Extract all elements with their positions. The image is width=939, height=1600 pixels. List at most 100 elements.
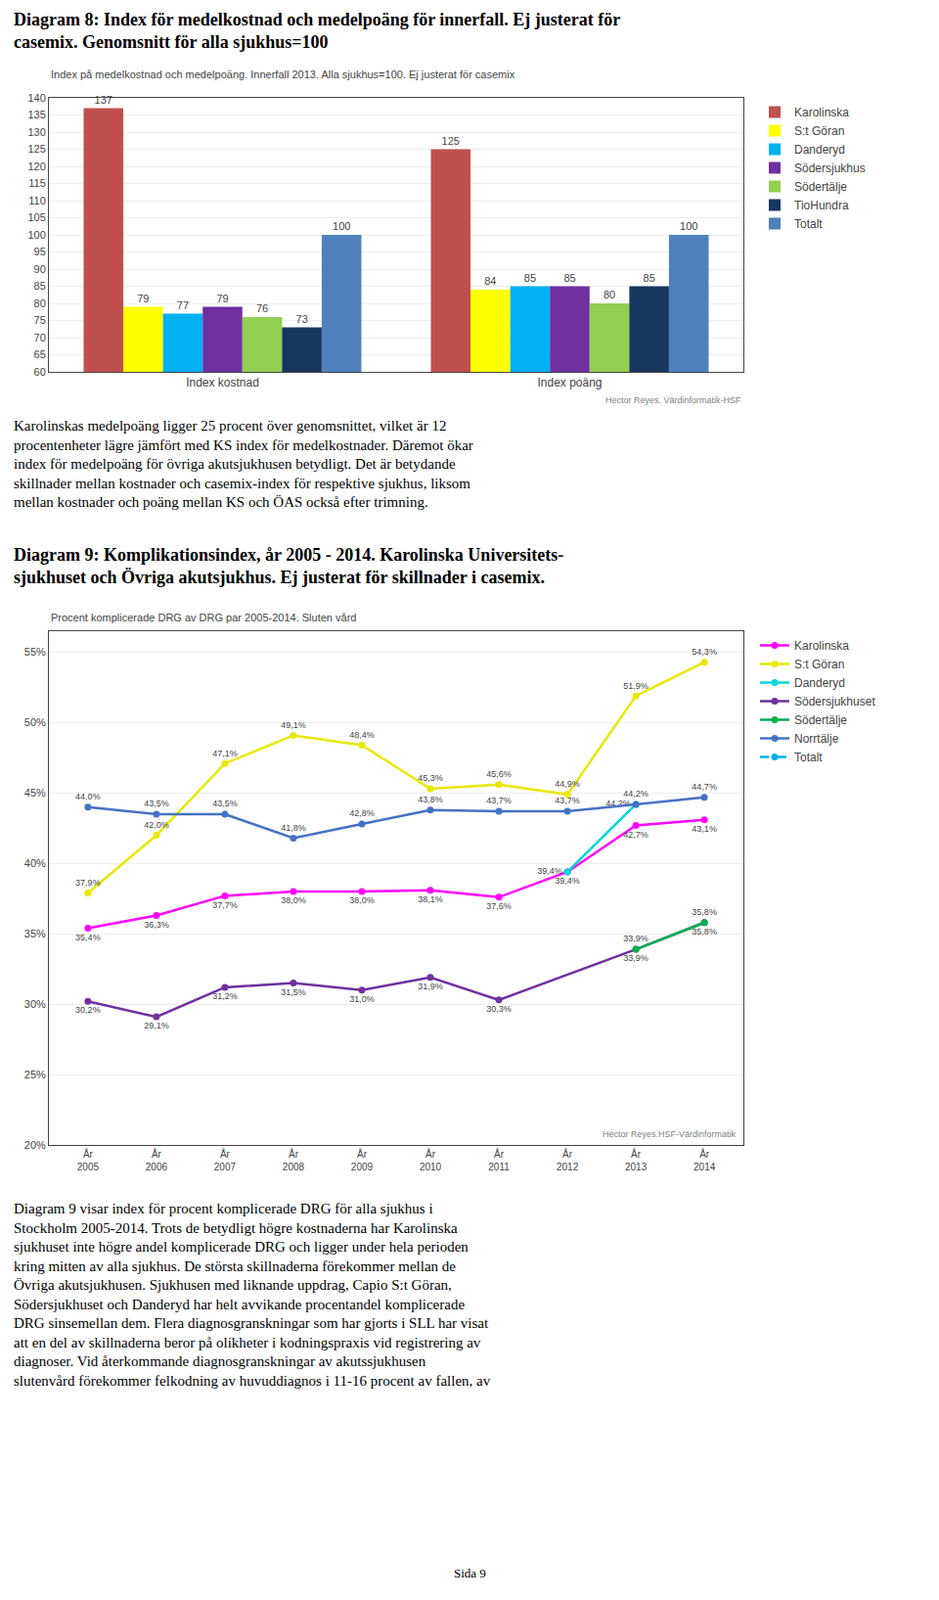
svg-text:29,1%: 29,1% bbox=[143, 1020, 170, 1030]
svg-text:100: 100 bbox=[332, 220, 351, 232]
svg-text:43,8%: 43,8% bbox=[417, 794, 444, 805]
svg-text:43,5%: 43,5% bbox=[143, 798, 170, 808]
svg-text:37,7%: 37,7% bbox=[212, 899, 238, 910]
svg-text:125: 125 bbox=[442, 134, 460, 147]
svg-text:Index poäng: Index poäng bbox=[536, 375, 602, 390]
svg-text:44,2%: 44,2% bbox=[623, 788, 649, 799]
svg-text:42,0%: 42,0% bbox=[143, 819, 170, 830]
svg-text:År2008: År2008 bbox=[282, 1147, 306, 1172]
svg-text:80: 80 bbox=[603, 288, 616, 301]
svg-text:35,8%: 35,8% bbox=[691, 926, 717, 937]
svg-text:Totalt: Totalt bbox=[794, 217, 823, 231]
svg-text:38,1%: 38,1% bbox=[417, 894, 444, 904]
svg-text:S:t Göran: S:t Göran bbox=[794, 124, 845, 138]
svg-text:31,2%: 31,2% bbox=[212, 990, 238, 1001]
svg-text:41,8%: 41,8% bbox=[280, 822, 307, 833]
svg-text:76: 76 bbox=[256, 302, 269, 314]
svg-text:År2005: År2005 bbox=[77, 1147, 100, 1172]
svg-text:44,0%: 44,0% bbox=[75, 791, 101, 802]
svg-text:73: 73 bbox=[296, 313, 309, 325]
svg-text:TioHundra: TioHundra bbox=[794, 198, 850, 213]
svg-text:47,1%: 47,1% bbox=[212, 748, 238, 759]
svg-text:36,3%: 36,3% bbox=[143, 919, 170, 930]
svg-text:45,6%: 45,6% bbox=[486, 768, 512, 779]
svg-text:65: 65 bbox=[34, 348, 46, 360]
svg-text:30,3%: 30,3% bbox=[486, 1003, 512, 1014]
svg-text:31,0%: 31,0% bbox=[349, 993, 375, 1004]
svg-text:Hector Reyes. Värdinformatik-H: Hector Reyes. Värdinformatik-HSF bbox=[605, 395, 742, 405]
svg-text:85: 85 bbox=[524, 271, 537, 284]
svg-text:43,7%: 43,7% bbox=[486, 795, 512, 805]
svg-text:Karolinska: Karolinska bbox=[794, 638, 850, 653]
svg-text:33,9%: 33,9% bbox=[623, 952, 649, 963]
svg-text:100: 100 bbox=[27, 228, 45, 241]
svg-text:Södersjukhus: Södersjukhus bbox=[794, 161, 866, 176]
svg-text:85: 85 bbox=[563, 271, 576, 284]
svg-text:48,4%: 48,4% bbox=[349, 729, 375, 740]
svg-text:50%: 50% bbox=[24, 715, 46, 728]
svg-text:60: 60 bbox=[34, 365, 46, 378]
svg-text:79: 79 bbox=[216, 292, 228, 305]
svg-text:75: 75 bbox=[34, 313, 46, 326]
svg-text:Karolinskas medelpoäng ligger: Karolinskas medelpoäng ligger 25 procent… bbox=[13, 417, 474, 510]
svg-text:43,7%: 43,7% bbox=[554, 795, 581, 805]
svg-text:51,9%: 51,9% bbox=[623, 680, 649, 691]
svg-text:44,7%: 44,7% bbox=[691, 781, 717, 792]
svg-text:70: 70 bbox=[34, 331, 46, 344]
svg-text:43,5%: 43,5% bbox=[212, 798, 238, 808]
svg-text:25%: 25% bbox=[24, 1068, 46, 1080]
svg-text:105: 105 bbox=[27, 211, 45, 224]
svg-text:Södertälje: Södertälje bbox=[794, 713, 848, 727]
svg-text:37,6%: 37,6% bbox=[486, 900, 512, 911]
svg-text:140: 140 bbox=[27, 91, 45, 104]
svg-text:37,9%: 37,9% bbox=[75, 877, 101, 888]
svg-text:Hector Reyes.HSF-Värdinformati: Hector Reyes.HSF-Värdinformatik bbox=[602, 1128, 737, 1139]
svg-text:Södersjukhuset: Södersjukhuset bbox=[794, 694, 876, 709]
svg-text:44,2%: 44,2% bbox=[605, 798, 631, 808]
svg-text:80: 80 bbox=[34, 297, 46, 310]
svg-text:20%: 20% bbox=[24, 1138, 46, 1151]
svg-text:År2009: År2009 bbox=[351, 1147, 374, 1172]
svg-text:39,4%: 39,4% bbox=[554, 875, 581, 886]
svg-text:120: 120 bbox=[27, 160, 45, 173]
svg-text:35,4%: 35,4% bbox=[75, 932, 101, 942]
svg-text:Danderyd: Danderyd bbox=[794, 675, 846, 690]
svg-text:År2012: År2012 bbox=[556, 1147, 580, 1172]
svg-text:Södertälje: Södertälje bbox=[794, 179, 848, 194]
svg-text:45%: 45% bbox=[24, 786, 46, 799]
svg-text:Diagram 8: Index för medelkost: Diagram 8: Index för medelkostnad och me… bbox=[13, 9, 621, 52]
svg-text:55%: 55% bbox=[24, 645, 46, 658]
svg-text:135: 135 bbox=[27, 108, 45, 121]
svg-text:År2014: År2014 bbox=[693, 1147, 716, 1172]
svg-text:Index på medelkostnad och mede: Index på medelkostnad och medelpoäng. In… bbox=[50, 68, 516, 81]
svg-text:Procent komplicerade DRG av DR: Procent komplicerade DRG av DRG par 2005… bbox=[50, 611, 357, 624]
svg-text:38,0%: 38,0% bbox=[280, 894, 307, 905]
svg-text:42,8%: 42,8% bbox=[349, 807, 375, 818]
svg-text:40%: 40% bbox=[24, 856, 46, 869]
svg-text:35%: 35% bbox=[24, 927, 46, 939]
svg-text:44,9%: 44,9% bbox=[554, 778, 581, 789]
svg-text:100: 100 bbox=[679, 220, 698, 232]
svg-text:38,0%: 38,0% bbox=[349, 894, 375, 905]
svg-text:Diagram 9 visar index för proc: Diagram 9 visar index för procent kompli… bbox=[13, 1200, 492, 1388]
svg-text:År2006: År2006 bbox=[145, 1147, 169, 1172]
svg-text:49,1%: 49,1% bbox=[280, 719, 307, 730]
svg-text:95: 95 bbox=[34, 245, 46, 258]
svg-text:Index kostnad: Index kostnad bbox=[185, 375, 260, 390]
svg-text:85: 85 bbox=[34, 279, 46, 292]
svg-text:Karolinska: Karolinska bbox=[794, 105, 850, 120]
svg-text:39,4%: 39,4% bbox=[536, 865, 563, 876]
svg-text:Totalt: Totalt bbox=[794, 750, 823, 764]
svg-text:Danderyd: Danderyd bbox=[794, 142, 846, 157]
svg-text:Sida 9: Sida 9 bbox=[453, 1565, 487, 1580]
svg-text:S:t Göran: S:t Göran bbox=[794, 657, 845, 671]
svg-text:125: 125 bbox=[27, 142, 45, 155]
svg-text:54,3%: 54,3% bbox=[691, 646, 717, 657]
svg-text:30%: 30% bbox=[24, 997, 46, 1010]
svg-text:43,1%: 43,1% bbox=[691, 823, 717, 834]
svg-text:85: 85 bbox=[643, 271, 656, 284]
svg-text:År2010: År2010 bbox=[419, 1147, 443, 1172]
svg-text:45,3%: 45,3% bbox=[417, 772, 444, 783]
svg-text:90: 90 bbox=[34, 263, 46, 275]
svg-text:137: 137 bbox=[94, 93, 113, 106]
